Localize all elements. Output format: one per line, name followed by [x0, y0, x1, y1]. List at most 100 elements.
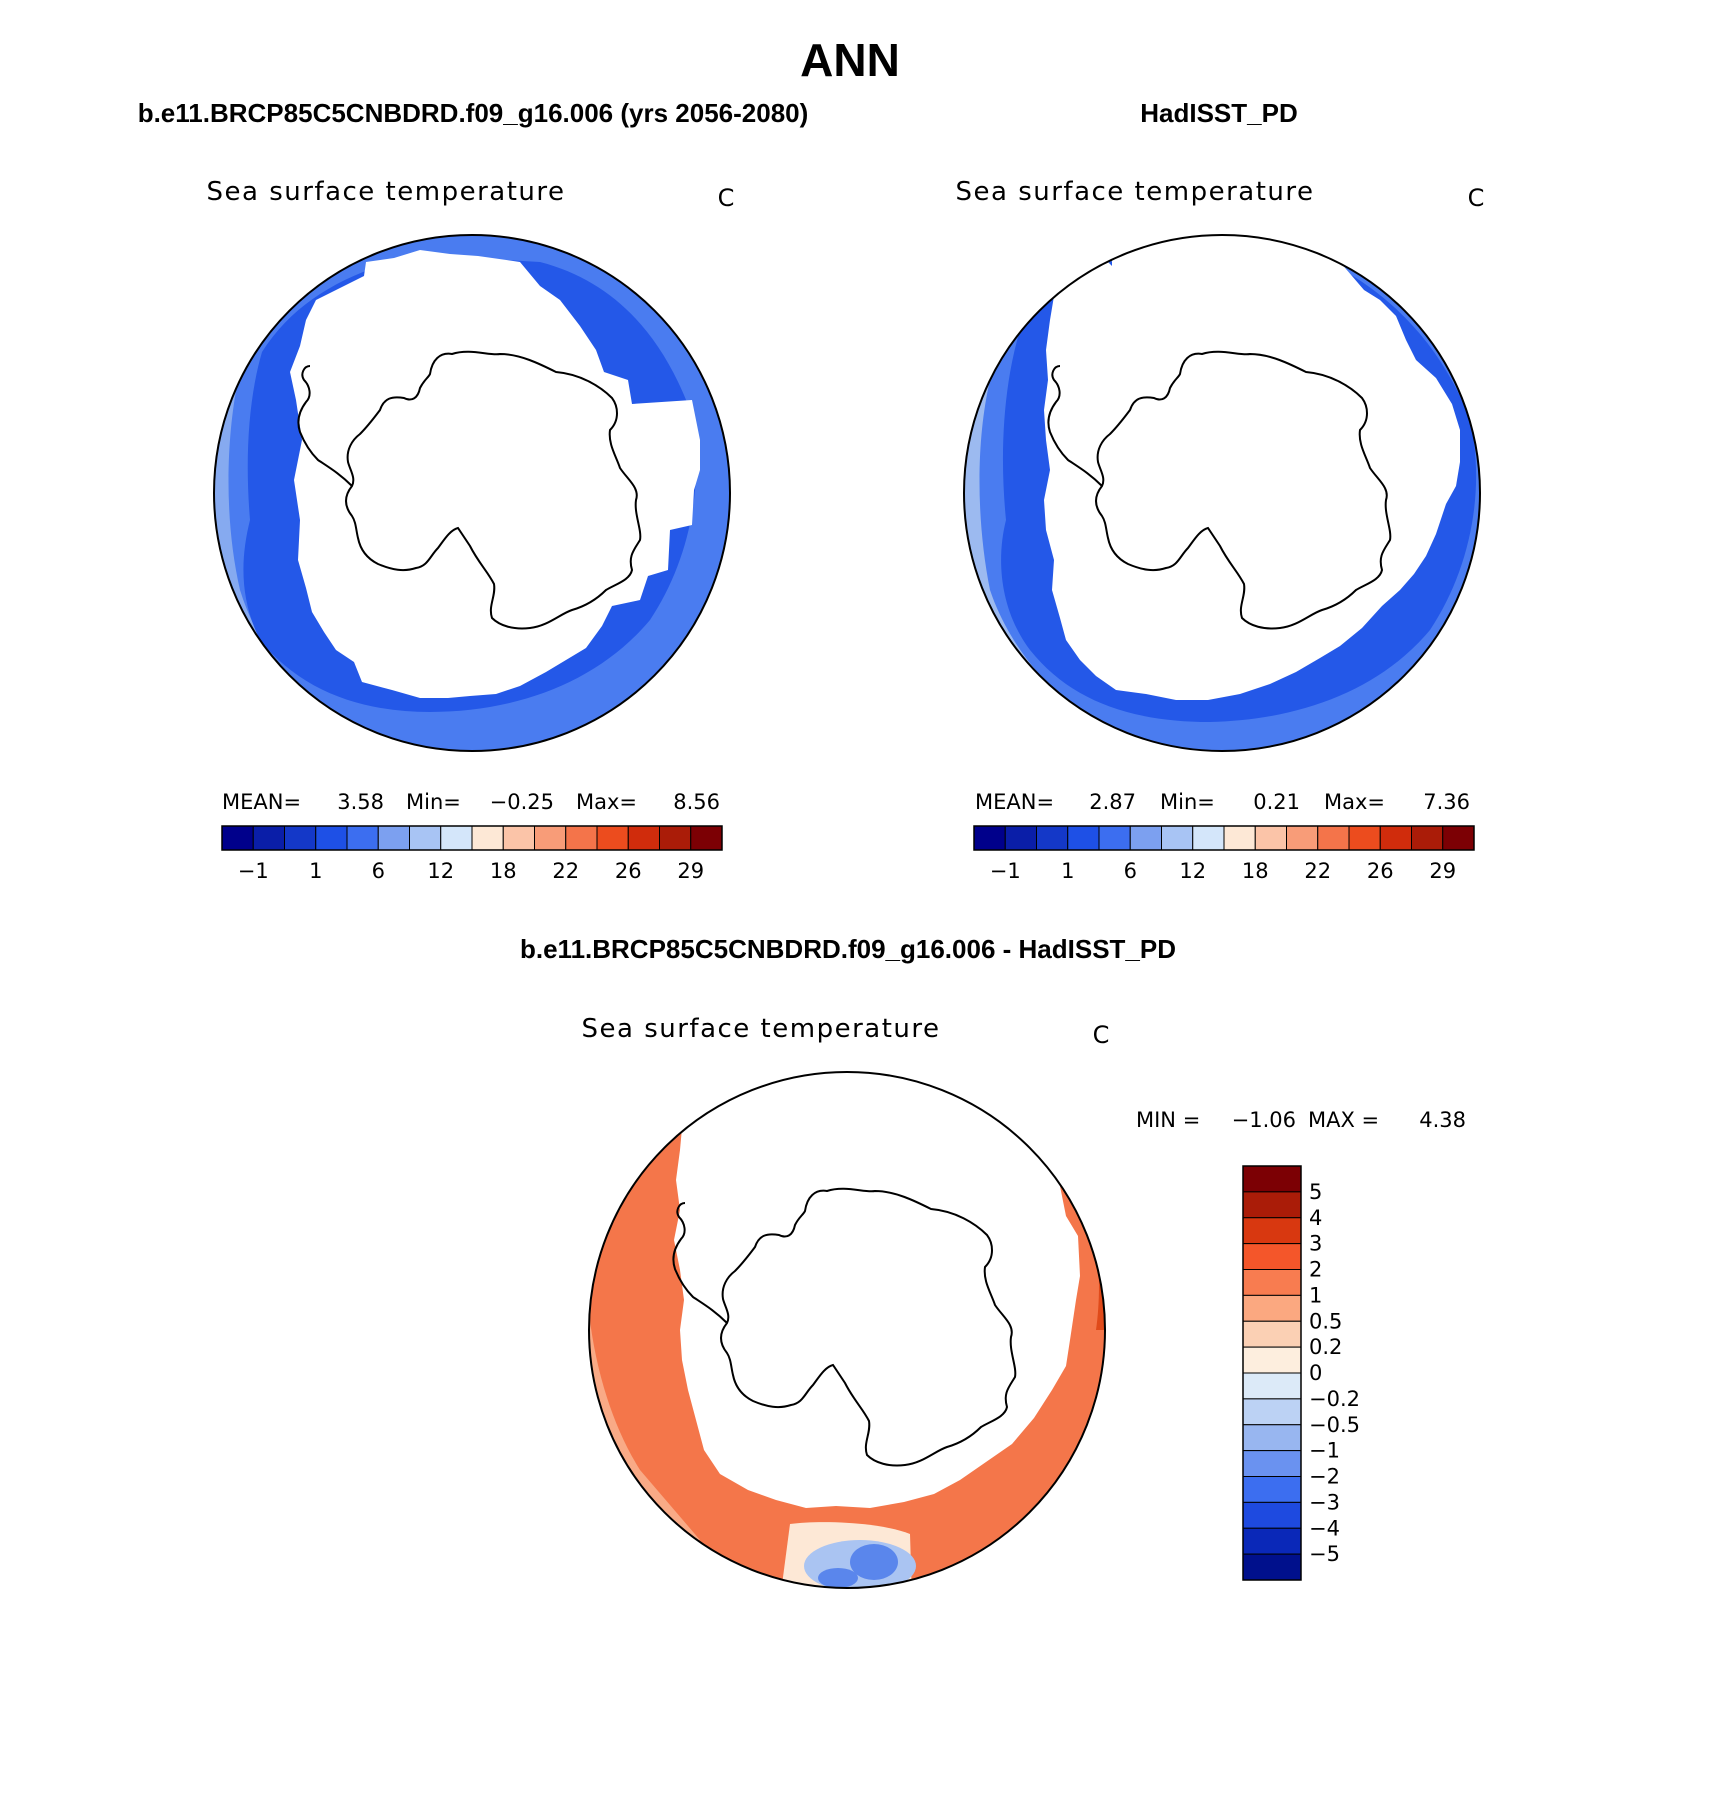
antarctic-peninsula	[1047, 365, 1103, 487]
panel-obs-heading: HadISST_PD	[1140, 98, 1298, 128]
panel-diff-units: C	[1093, 1021, 1110, 1049]
colorbar-swatch	[1242, 1320, 1302, 1348]
stat-mean-value: 3.58	[337, 790, 384, 814]
panel-model-map	[214, 235, 730, 751]
panel-diff: b.e11.BRCP85C5CNBDRD.f09_g16.006 - HadIS…	[520, 934, 1466, 1589]
colorbar-tick-label: 1	[1061, 859, 1074, 883]
colorbar-swatch	[440, 825, 473, 851]
colorbar-tick-label: −1	[1309, 1439, 1340, 1463]
panel-model: b.e11.BRCP85C5CNBDRD.f09_g16.006 (yrs 20…	[138, 98, 809, 883]
colorbar-swatch	[346, 825, 379, 851]
colorbar-swatch	[502, 825, 535, 851]
stat-max-label: MAX =	[1308, 1108, 1379, 1132]
colorbar-tick-label: 4	[1309, 1206, 1322, 1230]
colorbar-tick-label: 29	[1429, 859, 1456, 883]
colorbar-tick-label: 22	[552, 859, 579, 883]
colorbar-tick-label: −5	[1309, 1542, 1340, 1566]
panel-diff-stats: MIN = −1.06 MAX = 4.38	[1136, 1108, 1466, 1132]
panel-model-colorbar: −1 1 6 12 18 22 26 29	[221, 825, 723, 883]
colorbar-tick-label: −4	[1309, 1516, 1340, 1540]
antarctic-peninsula	[297, 365, 353, 487]
colorbar-tick-label: 29	[677, 859, 704, 883]
stat-max-value: 7.36	[1423, 790, 1470, 814]
colorbar-swatch	[252, 825, 285, 851]
colorbar-swatch	[471, 825, 504, 851]
stat-min-value: −0.25	[490, 790, 554, 814]
stat-max-value: 4.38	[1419, 1108, 1466, 1132]
colorbar-swatch	[1242, 1527, 1302, 1555]
stat-min-label: Min=	[1160, 790, 1215, 814]
colorbar-swatch	[1161, 825, 1194, 851]
panel-diff-map-outline	[588, 1071, 1106, 1589]
colorbar-swatch	[315, 825, 348, 851]
colorbar-tick-label: 0.5	[1309, 1309, 1342, 1333]
colorbar-swatch	[1242, 1372, 1302, 1400]
panel-diff-map	[589, 1072, 1105, 1588]
colorbar-swatch	[1004, 825, 1037, 851]
stat-max-label: Max=	[576, 790, 637, 814]
panel-model-stats: MEAN= 3.58 Min= −0.25 Max= 8.56	[222, 790, 720, 814]
colorbar-swatch	[1242, 1424, 1302, 1452]
panel-obs: HadISST_PD Sea surface temperature C MEA…	[956, 98, 1485, 883]
panel-diff-subtitle: Sea surface temperature	[582, 1014, 941, 1044]
colorbar-swatch	[1379, 825, 1412, 851]
panel-model-units: C	[718, 184, 735, 212]
colorbar-swatch	[1242, 1243, 1302, 1270]
colorbar-tick-label: 18	[490, 859, 517, 883]
colorbar-tick-label: 26	[1367, 859, 1394, 883]
stat-max-value: 8.56	[673, 790, 720, 814]
colorbar-swatch	[973, 825, 1006, 851]
colorbar-swatch	[690, 825, 723, 851]
colorbar-tick-label: 2	[1309, 1258, 1322, 1282]
colorbar-swatch	[1036, 825, 1069, 851]
antarctic-peninsula	[672, 1202, 728, 1324]
colorbar-tick-label: −1	[238, 859, 269, 883]
colorbar-frame	[221, 825, 723, 851]
panel-obs-subtitle: Sea surface temperature	[956, 177, 1315, 207]
colorbar-tick-label: −0.2	[1309, 1387, 1360, 1411]
diff-cool-patch	[818, 1568, 858, 1588]
colorbar-swatch	[1242, 1346, 1302, 1374]
colorbar-swatch	[1242, 1476, 1302, 1503]
panel-obs-stats: MEAN= 2.87 Min= 0.21 Max= 7.36	[975, 790, 1470, 814]
colorbar-swatch	[1242, 1217, 1302, 1245]
panel-diff-heading: b.e11.BRCP85C5CNBDRD.f09_g16.006 - HadIS…	[520, 934, 1176, 964]
colorbar-tick-label: 12	[1179, 859, 1206, 883]
panel-obs-colorbar: −1 1 6 12 18 22 26 29	[973, 825, 1475, 883]
panel-model-subtitle: Sea surface temperature	[207, 177, 566, 207]
colorbar-swatch	[409, 825, 442, 851]
panel-model-heading: b.e11.BRCP85C5CNBDRD.f09_g16.006 (yrs 20…	[138, 98, 809, 128]
colorbar-tick-label: −0.5	[1309, 1413, 1360, 1437]
stat-mean-value: 2.87	[1089, 790, 1136, 814]
colorbar-swatch	[1192, 825, 1225, 851]
colorbar-tick-label: 1	[309, 859, 322, 883]
stat-min-label: MIN =	[1136, 1108, 1200, 1132]
antarctica-coastline	[720, 1187, 1017, 1467]
colorbar-swatch	[1242, 1501, 1302, 1529]
colorbar-tick-label: 12	[427, 859, 454, 883]
colorbar-swatch	[1242, 1398, 1302, 1426]
colorbar-swatch	[1067, 825, 1100, 851]
colorbar-swatch	[1242, 1165, 1302, 1193]
colorbar-frame	[1242, 1165, 1302, 1581]
panel-model-map-outline	[213, 234, 731, 752]
colorbar-swatch	[1098, 825, 1131, 851]
stat-mean-label: MEAN=	[222, 790, 301, 814]
panel-obs-map	[964, 235, 1480, 751]
colorbar-swatch	[1286, 825, 1319, 851]
colorbar-swatch	[1442, 825, 1475, 851]
colorbar-tick-label: 0	[1309, 1361, 1322, 1385]
colorbar-swatch	[534, 825, 567, 851]
colorbar-swatch	[627, 825, 660, 851]
panel-obs-units: C	[1468, 184, 1485, 212]
colorbar-tick-label: 5	[1309, 1180, 1322, 1204]
colorbar-swatch	[1242, 1294, 1302, 1322]
stat-max-label: Max=	[1324, 790, 1385, 814]
colorbar-swatch	[1242, 1269, 1302, 1296]
colorbar-swatch	[1242, 1450, 1302, 1477]
colorbar-swatch	[1317, 825, 1350, 851]
colorbar-frame	[973, 825, 1475, 851]
page-title: ANN	[800, 34, 900, 86]
colorbar-swatch	[377, 825, 410, 851]
colorbar-swatch	[1254, 825, 1287, 851]
